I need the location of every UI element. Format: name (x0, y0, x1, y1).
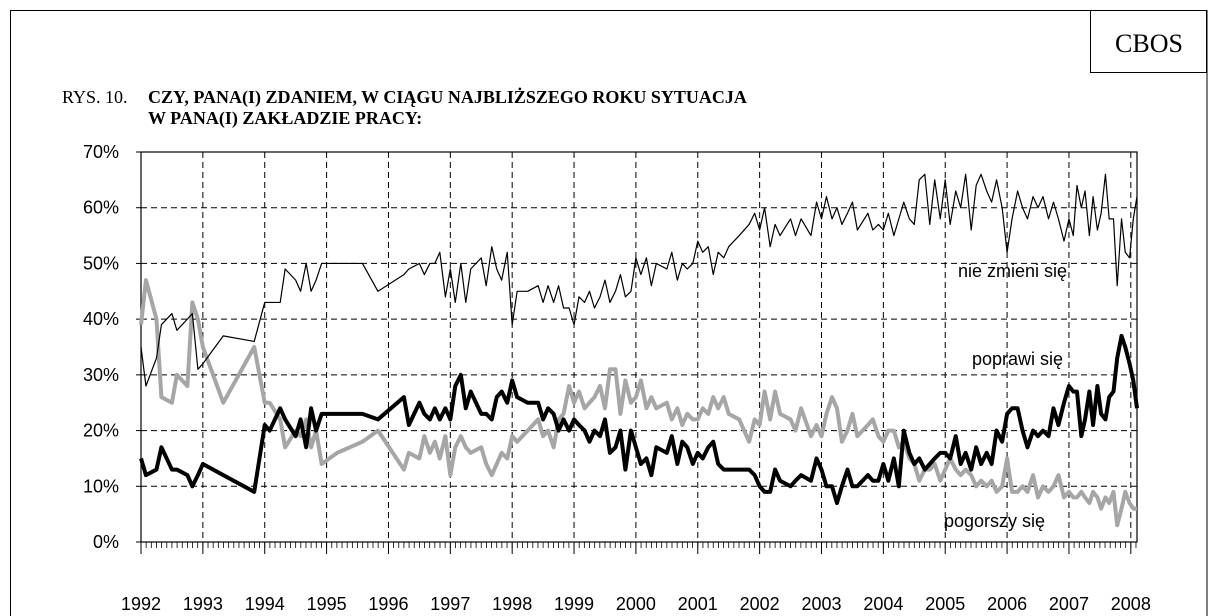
x-tick-label: 1994 (245, 594, 285, 614)
source: CBOS (1115, 29, 1183, 58)
annotation: pogorszy się (944, 511, 1045, 531)
x-tick-label: 1998 (492, 594, 532, 614)
annotation: poprawi się (972, 349, 1063, 369)
x-tick-label: 1992 (121, 594, 161, 614)
y-tick-label: 50% (83, 253, 119, 273)
series-line (139, 278, 1137, 528)
series-line (139, 333, 1139, 505)
chart-title: W PANA(I) ZAKŁADZIE PRACY: (148, 108, 422, 129)
title-prefix: RYS. 10. (62, 87, 128, 107)
x-tick-label: 1993 (183, 594, 223, 614)
source-box (1090, 10, 1207, 73)
x-tick-label: 2002 (740, 594, 780, 614)
y-tick-label: 10% (83, 476, 119, 496)
y-tick-label: 60% (83, 198, 119, 218)
x-tick-label: 1995 (307, 594, 347, 614)
y-tick-label: 20% (83, 421, 119, 441)
y-tick-label: 30% (83, 365, 119, 385)
x-tick-label: 1997 (430, 594, 470, 614)
annotation: nie zmieni się (958, 261, 1067, 281)
x-tick-label: 2000 (616, 594, 656, 614)
x-tick-label: 2005 (925, 594, 965, 614)
x-tick-label: 2003 (801, 594, 841, 614)
x-tick-label: 2008 (1111, 594, 1151, 614)
x-tick-label: 2001 (678, 594, 718, 614)
x-tick-label: 2007 (1049, 594, 1089, 614)
x-tick-label: 1999 (554, 594, 594, 614)
x-tick-label: 2006 (987, 594, 1027, 614)
y-tick-label: 0% (93, 532, 119, 552)
series-line (140, 173, 1138, 387)
x-tick-label: 1996 (368, 594, 408, 614)
x-tick-label: 2004 (863, 594, 903, 614)
chart-title: CZY, PANA(I) ZDANIEM, W CIĄGU NAJBLIŻSZE… (148, 87, 747, 108)
y-tick-label: 70% (83, 142, 119, 162)
y-tick-label: 40% (83, 309, 119, 329)
